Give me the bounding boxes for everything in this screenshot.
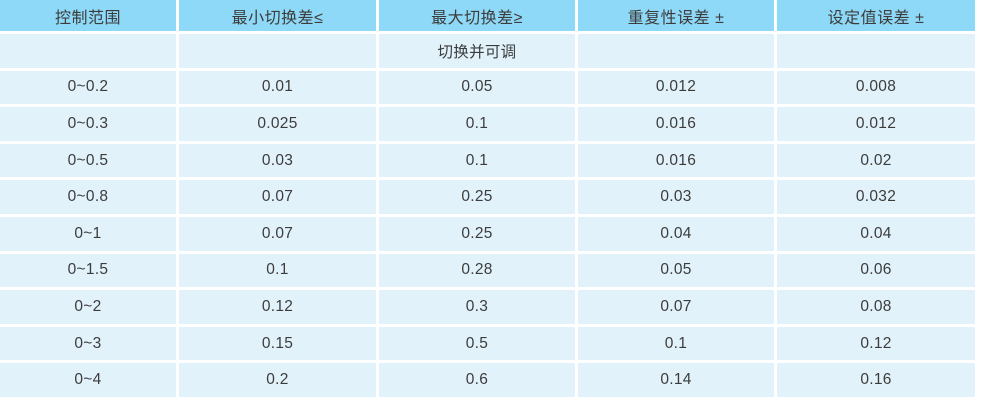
table-cell: 0.06: [777, 253, 975, 288]
table-cell: 0.16: [777, 363, 975, 397]
table-cell: 0.012: [578, 70, 774, 105]
table-cell: 0.25: [379, 216, 575, 251]
table-cell: 0.04: [777, 216, 975, 251]
table-cell: 0.05: [379, 70, 575, 105]
subheader-cell: [777, 34, 975, 68]
table-cell: 0.008: [777, 70, 975, 105]
table-cell: 0.1: [578, 326, 774, 361]
table-cell: 0.28: [379, 253, 575, 288]
table-cell: 0.07: [179, 216, 376, 251]
subheader-cell: [0, 34, 176, 68]
column-header-setpoint-error: 设定值误差 ±: [777, 0, 975, 31]
table-cell: 0.12: [777, 326, 975, 361]
table-cell: 0.03: [179, 143, 376, 178]
table-cell: 0.08: [777, 290, 975, 324]
table-cell: 0~2: [0, 290, 176, 324]
table-cell: 0~0.8: [0, 180, 176, 214]
table-cell: 0~0.2: [0, 70, 176, 105]
table-cell: 0.03: [578, 180, 774, 214]
table-cell: 0.016: [578, 107, 774, 141]
table-cell: 0.1: [379, 143, 575, 178]
column-header-max-switching-diff: 最大切换差≥: [379, 0, 575, 31]
table-cell: 0~0.3: [0, 107, 176, 141]
table-cell: 0.15: [179, 326, 376, 361]
table-cell: 0.1: [179, 253, 376, 288]
subheader-cell: [578, 34, 774, 68]
table-cell: 0~0.5: [0, 143, 176, 178]
table-cell: 0.2: [179, 363, 376, 397]
subheader-cell-adjustable-note: 切换并可调: [379, 34, 575, 68]
column-header-min-switching-diff: 最小切换差≤: [179, 0, 376, 31]
table-cell: 0.02: [777, 143, 975, 178]
column-header-control-range: 控制范围: [0, 0, 176, 31]
table-cell: 0.14: [578, 363, 774, 397]
table-cell: 0.12: [179, 290, 376, 324]
table-cell: 0.1: [379, 107, 575, 141]
table-cell: 0.6: [379, 363, 575, 397]
table-cell: 0.07: [179, 180, 376, 214]
subheader-cell: [179, 34, 376, 68]
table-cell: 0.01: [179, 70, 376, 105]
table-cell: 0.025: [179, 107, 376, 141]
table-cell: 0~1: [0, 216, 176, 251]
table-cell: 0.012: [777, 107, 975, 141]
table-cell: 0.032: [777, 180, 975, 214]
table-cell: 0.04: [578, 216, 774, 251]
table-cell: 0~1.5: [0, 253, 176, 288]
table-cell: 0~4: [0, 363, 176, 397]
table-cell: 0.3: [379, 290, 575, 324]
table-cell: 0.07: [578, 290, 774, 324]
table-cell: 0.25: [379, 180, 575, 214]
table-cell: 0.016: [578, 143, 774, 178]
table-cell: 0.05: [578, 253, 774, 288]
table-cell: 0~3: [0, 326, 176, 361]
table-cell: 0.5: [379, 326, 575, 361]
column-header-repeatability-error: 重复性误差 ±: [578, 0, 774, 31]
